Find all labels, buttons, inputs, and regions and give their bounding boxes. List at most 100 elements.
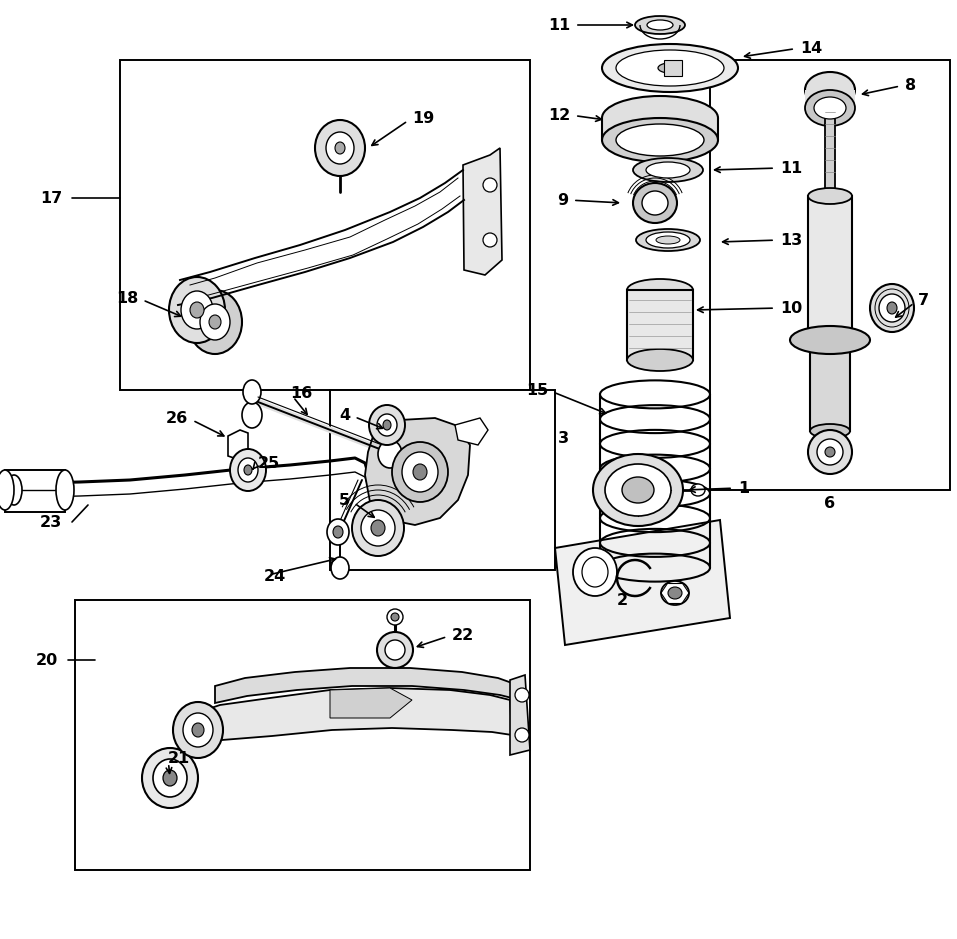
- Text: 12: 12: [547, 107, 570, 122]
- Text: 15: 15: [525, 382, 548, 397]
- Ellipse shape: [582, 557, 608, 587]
- Ellipse shape: [605, 464, 671, 516]
- Bar: [602, 118, 718, 140]
- Ellipse shape: [515, 688, 529, 702]
- Ellipse shape: [192, 723, 204, 737]
- Text: 1: 1: [738, 481, 749, 496]
- Ellipse shape: [230, 449, 266, 491]
- Ellipse shape: [593, 454, 683, 526]
- Ellipse shape: [691, 484, 705, 496]
- Bar: [805, 90, 855, 108]
- Text: 18: 18: [116, 290, 138, 305]
- Ellipse shape: [402, 452, 438, 492]
- Text: 22: 22: [452, 627, 475, 642]
- Ellipse shape: [825, 447, 835, 457]
- Ellipse shape: [790, 326, 870, 354]
- Ellipse shape: [352, 500, 404, 556]
- Ellipse shape: [315, 120, 365, 176]
- Text: 26: 26: [166, 410, 188, 425]
- Ellipse shape: [573, 548, 617, 596]
- Ellipse shape: [656, 236, 680, 244]
- Ellipse shape: [378, 440, 402, 468]
- Ellipse shape: [483, 233, 497, 247]
- Ellipse shape: [810, 424, 850, 438]
- Text: 20: 20: [35, 653, 58, 668]
- Ellipse shape: [808, 333, 852, 349]
- Ellipse shape: [242, 402, 262, 428]
- Ellipse shape: [188, 290, 242, 354]
- Ellipse shape: [817, 439, 843, 465]
- Text: 3: 3: [558, 430, 569, 445]
- Text: 10: 10: [780, 300, 802, 316]
- Text: 11: 11: [780, 161, 802, 176]
- Ellipse shape: [887, 302, 897, 314]
- Ellipse shape: [209, 315, 221, 329]
- Ellipse shape: [870, 284, 914, 332]
- Ellipse shape: [647, 20, 673, 30]
- Text: 9: 9: [557, 192, 568, 208]
- Ellipse shape: [153, 759, 187, 797]
- Text: 25: 25: [258, 455, 280, 470]
- Ellipse shape: [879, 294, 905, 322]
- Ellipse shape: [646, 162, 690, 178]
- Text: 5: 5: [339, 492, 350, 507]
- Polygon shape: [190, 688, 512, 745]
- Ellipse shape: [805, 72, 855, 108]
- Text: 4: 4: [339, 408, 350, 423]
- Text: 13: 13: [780, 233, 802, 248]
- Text: 7: 7: [918, 293, 929, 307]
- Text: 17: 17: [40, 191, 62, 206]
- Ellipse shape: [602, 96, 718, 140]
- Ellipse shape: [661, 581, 689, 605]
- Ellipse shape: [238, 458, 258, 482]
- Ellipse shape: [633, 158, 703, 182]
- Ellipse shape: [616, 124, 704, 156]
- Ellipse shape: [627, 349, 693, 371]
- Ellipse shape: [636, 229, 700, 251]
- Ellipse shape: [377, 414, 397, 436]
- Polygon shape: [330, 688, 412, 718]
- Ellipse shape: [413, 464, 427, 480]
- Bar: [710, 60, 950, 490]
- Ellipse shape: [331, 557, 349, 579]
- Ellipse shape: [56, 470, 74, 510]
- Ellipse shape: [385, 640, 405, 660]
- Ellipse shape: [622, 477, 654, 503]
- Text: 23: 23: [40, 515, 62, 530]
- Ellipse shape: [642, 191, 668, 215]
- Text: 6: 6: [824, 496, 835, 511]
- Text: 2: 2: [616, 593, 628, 608]
- Ellipse shape: [335, 142, 345, 154]
- Polygon shape: [228, 430, 248, 460]
- Ellipse shape: [805, 90, 855, 126]
- Bar: [825, 108, 835, 196]
- Ellipse shape: [0, 470, 14, 510]
- Ellipse shape: [814, 97, 846, 119]
- Ellipse shape: [602, 118, 718, 162]
- Ellipse shape: [383, 420, 391, 430]
- Text: 16: 16: [290, 386, 312, 401]
- Bar: [5, 470, 65, 512]
- Bar: [627, 290, 693, 360]
- Polygon shape: [555, 520, 730, 645]
- Text: 19: 19: [412, 111, 434, 126]
- Ellipse shape: [387, 609, 403, 625]
- Text: 11: 11: [547, 18, 570, 33]
- Ellipse shape: [515, 728, 529, 742]
- Ellipse shape: [181, 291, 213, 329]
- Ellipse shape: [369, 405, 405, 445]
- Ellipse shape: [646, 232, 690, 248]
- Ellipse shape: [633, 183, 677, 223]
- Ellipse shape: [243, 380, 261, 404]
- Ellipse shape: [200, 304, 230, 340]
- Ellipse shape: [627, 279, 693, 301]
- Polygon shape: [215, 668, 512, 703]
- Ellipse shape: [808, 430, 852, 474]
- Ellipse shape: [658, 63, 682, 73]
- Text: 24: 24: [264, 568, 286, 583]
- Polygon shape: [510, 675, 530, 755]
- Ellipse shape: [371, 520, 385, 536]
- Bar: [810, 341, 850, 431]
- Ellipse shape: [635, 16, 685, 34]
- Text: 8: 8: [905, 78, 916, 93]
